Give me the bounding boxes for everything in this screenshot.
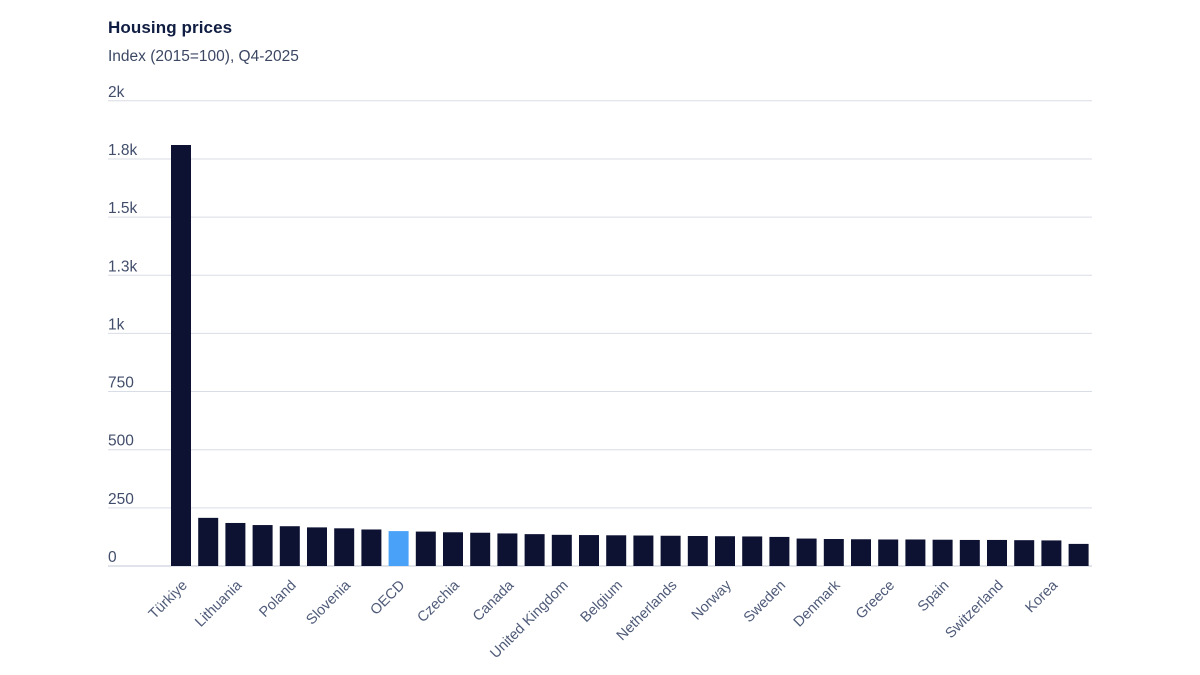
bar-oecd[interactable] (388, 531, 409, 566)
y-tick-label-0: 0 (108, 549, 117, 566)
chart-title: Housing prices (108, 18, 233, 37)
bar-norway[interactable] (715, 536, 735, 566)
bar-spain[interactable] (932, 539, 953, 566)
y-tick-label-500: 500 (108, 433, 134, 450)
x-tick-label-norway: Norway (689, 577, 736, 624)
bar-unlabeled-2[interactable] (198, 517, 219, 566)
y-tick-label-2k: 2k (108, 84, 125, 101)
bar-unlabeled-10[interactable] (415, 531, 436, 566)
bar-unlabeled-4[interactable] (252, 525, 273, 566)
bar-t-rkiye[interactable] (171, 144, 191, 566)
bar-sweden[interactable] (769, 536, 790, 566)
y-tick-label-1.8k: 1.8k (108, 142, 138, 159)
chart-subtitle: Index (2015=100), Q4-2025 (108, 48, 299, 65)
bar-unlabeled-8[interactable] (361, 529, 382, 566)
bar-belgium[interactable] (606, 535, 627, 566)
x-tick-label-oecd: OECD (367, 578, 408, 619)
bar-unlabeled-6[interactable] (307, 527, 327, 566)
x-tick-label-slovenia: Slovenia (303, 577, 354, 628)
bar-netherlands[interactable] (660, 535, 681, 566)
bar-unlabeled-22[interactable] (742, 536, 763, 566)
bar-unlabeled-24[interactable] (796, 538, 817, 566)
bar-unlabeled-20[interactable] (687, 535, 708, 566)
y-tick-label-1k: 1k (108, 316, 125, 333)
x-tick-label-spain: Spain (915, 578, 953, 616)
x-tick-label-canada: Canada (470, 577, 518, 625)
bar-unlabeled-30[interactable] (959, 539, 980, 566)
x-tick-label-switzerland: Switzerland (943, 578, 1007, 642)
y-tick-label-250: 250 (108, 491, 134, 508)
x-tick-label-sweden: Sweden (741, 578, 789, 626)
bar-unlabeled-32[interactable] (1014, 540, 1035, 566)
y-tick-label-750: 750 (108, 375, 134, 392)
y-tick-label-1.3k: 1.3k (108, 258, 138, 275)
bar-slovenia[interactable] (334, 528, 355, 566)
x-tick-label-greece: Greece (853, 578, 898, 623)
x-tick-label-czechia: Czechia (414, 577, 463, 626)
chart-header: Housing prices Index (2015=100), Q4-2025 (108, 18, 299, 66)
bar-unlabeled-14[interactable] (524, 534, 545, 566)
bar-lithuania[interactable] (225, 522, 246, 566)
bar-united-kingdom[interactable] (551, 534, 572, 566)
bar-unlabeled-12[interactable] (470, 532, 491, 566)
bar-czechia[interactable] (443, 532, 463, 566)
bar-korea[interactable] (1041, 540, 1062, 566)
bar-poland[interactable] (279, 526, 300, 566)
x-tick-label-poland: Poland (256, 578, 299, 621)
x-tick-label-korea: Korea (1023, 577, 1062, 616)
bar-canada[interactable] (497, 533, 518, 566)
bar-unlabeled-28[interactable] (905, 539, 926, 566)
y-tick-label-1.5k: 1.5k (108, 200, 138, 217)
x-tick-label-belgium: Belgium (578, 578, 626, 626)
bar-unlabeled-16[interactable] (579, 535, 599, 566)
bar-greece[interactable] (878, 539, 899, 566)
bar-unlabeled-18[interactable] (633, 535, 654, 566)
bar-denmark[interactable] (823, 539, 844, 566)
x-tick-label-lithuania: Lithuania (192, 577, 246, 631)
x-tick-label-denmark: Denmark (791, 577, 844, 630)
bar-unlabeled-34[interactable] (1068, 543, 1089, 566)
bar-switzerland[interactable] (987, 539, 1007, 566)
x-tick-label-t-rkiye: Türkiye (146, 578, 191, 623)
bar-unlabeled-26[interactable] (851, 539, 871, 566)
